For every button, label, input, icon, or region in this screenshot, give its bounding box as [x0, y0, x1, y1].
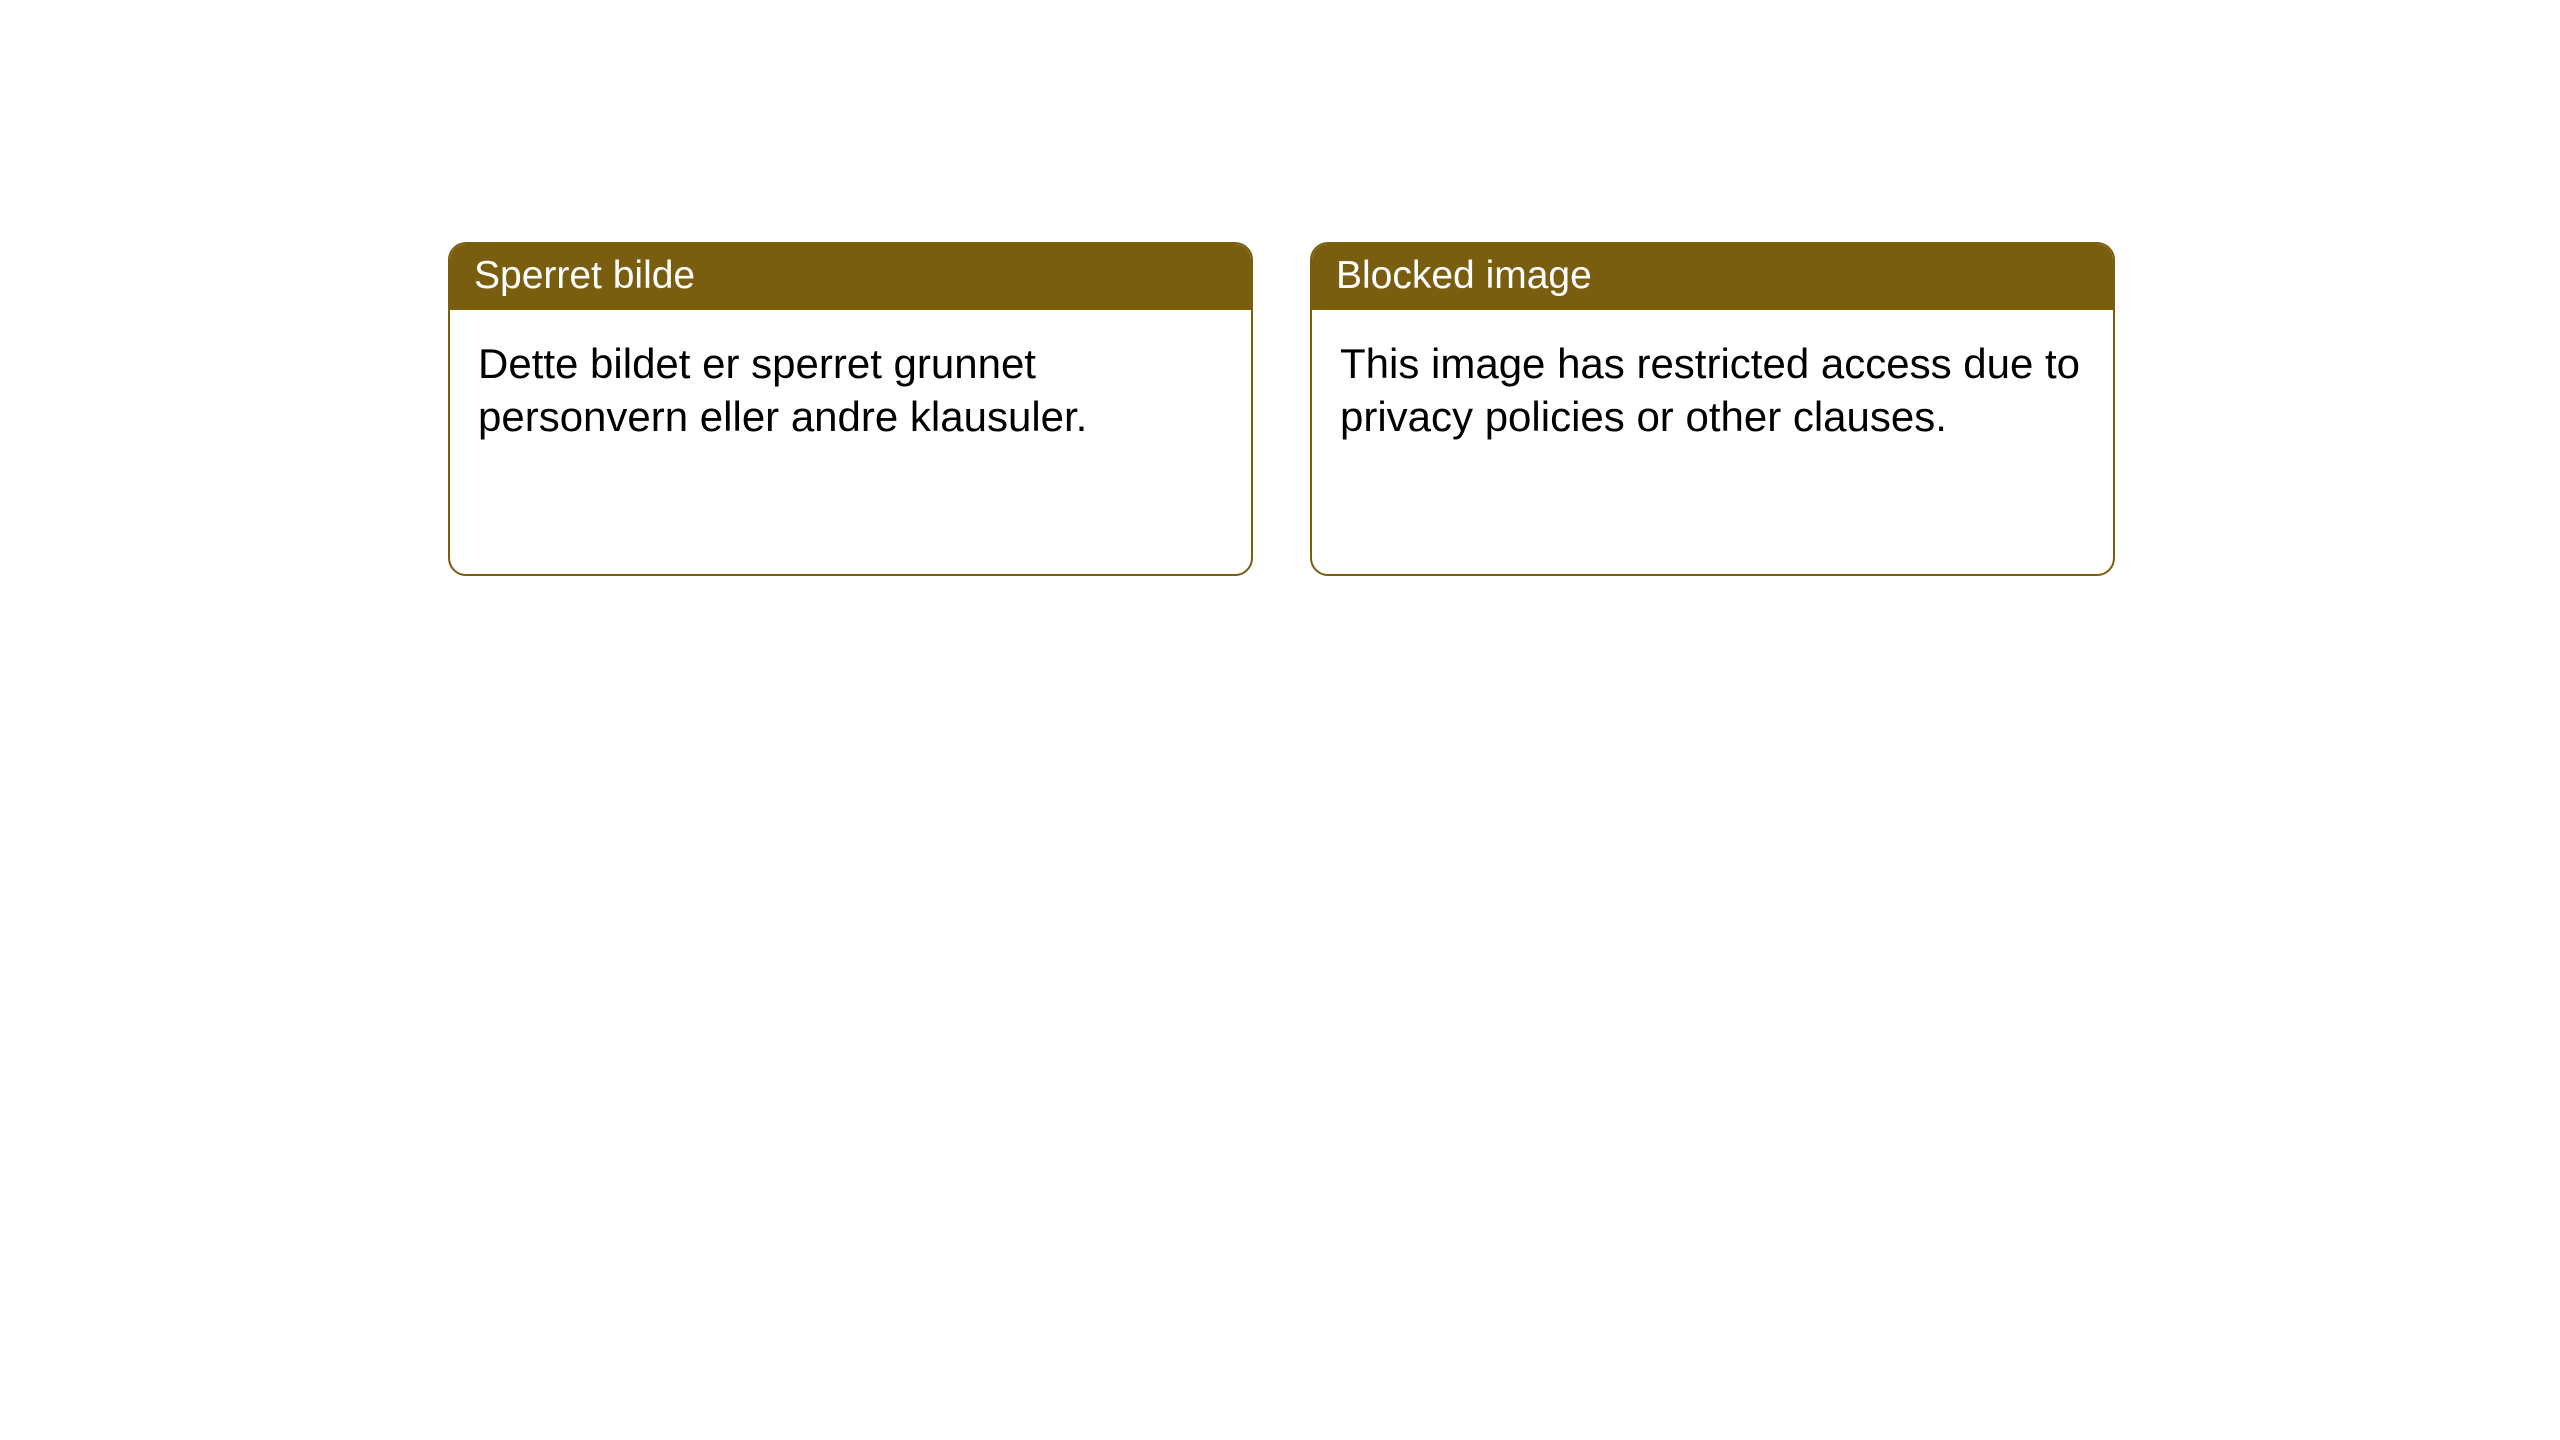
- notice-header: Sperret bilde: [450, 244, 1251, 310]
- notice-container: Sperret bilde Dette bildet er sperret gr…: [448, 242, 2560, 576]
- notice-title: Sperret bilde: [474, 254, 695, 297]
- notice-title: Blocked image: [1336, 254, 1592, 297]
- notice-box-english: Blocked image This image has restricted …: [1310, 242, 2115, 576]
- notice-body-text: This image has restricted access due to …: [1340, 340, 2080, 440]
- notice-body-text: Dette bildet er sperret grunnet personve…: [478, 340, 1087, 440]
- notice-box-norwegian: Sperret bilde Dette bildet er sperret gr…: [448, 242, 1253, 576]
- notice-body: Dette bildet er sperret grunnet personve…: [450, 310, 1251, 471]
- notice-body: This image has restricted access due to …: [1312, 310, 2113, 471]
- notice-header: Blocked image: [1312, 244, 2113, 310]
